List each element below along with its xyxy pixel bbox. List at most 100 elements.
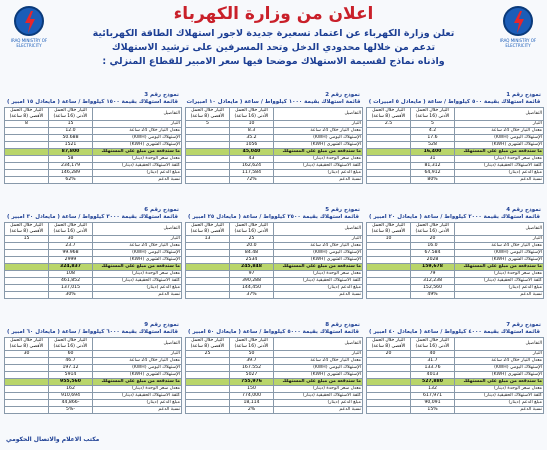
cell-value: 132 <box>410 385 455 393</box>
table-row: نسبة الدعم 30% <box>4 291 182 299</box>
cell-value: التيار خلال الحمل الأدنى (16 ساعة) <box>229 337 274 351</box>
cell-value <box>185 176 230 184</box>
row-label: مبلغ الدعم (دينار) <box>273 399 363 407</box>
cell-value: التيار خلال الحمل الأقصى (8 ساعة) <box>185 337 230 351</box>
cell-value: 146,289 <box>48 169 93 177</box>
cell-value <box>366 364 411 372</box>
row-label: ما ستدفعه من مبلغ على المستهلك <box>454 378 544 386</box>
cell-value <box>4 148 49 156</box>
table-row: نسبة الدعم 80% <box>366 176 544 184</box>
row-label: التفاصيل <box>92 107 182 121</box>
model-title: قائمة استهلاك بقيمة ٥٠٠ كيلوواط / ساعة (… <box>368 99 541 105</box>
model-panel: نموذج رقم 1 قائمة استهلاك بقيمة ٥٠٠ كيلوو… <box>366 91 544 201</box>
cell-value: 30 <box>48 235 93 243</box>
table-row: مبلغ الدعم (دينار) 117,584 <box>185 169 363 177</box>
model-table: التفاصيل التيار خلال الحمل الأدنى (16 ساع… <box>366 337 544 414</box>
table-row: ما ستدفعه من مبلغ على المستهلك 245,848 <box>185 263 363 271</box>
row-label: التيار <box>454 235 544 243</box>
cell-value: 245,848 <box>229 263 274 271</box>
row-label: كلفة الاستهلاك الحقيقية (دينار) <box>454 162 544 170</box>
cell-value: 324,837 <box>48 263 93 271</box>
row-label: كلفة الاستهلاك الحقيقية (دينار) <box>454 277 544 285</box>
row-label: التفاصيل <box>273 107 363 121</box>
cell-value <box>185 357 230 365</box>
table-row: الإستهلاك الشهري (KWH) 528 <box>366 141 544 149</box>
row-label: كلفة الاستهلاك الحقيقية (دينار) <box>273 277 363 285</box>
cell-value: 30% <box>48 291 93 299</box>
model-title: قائمة استهلاك بقيمة ٦٠٠٠ كيلوواط / ساعة … <box>7 329 178 335</box>
row-label: الإستهلاك الشهري (KWH) <box>454 371 544 379</box>
row-label: التفاصيل <box>273 222 363 236</box>
table-row: التيار 50 25 <box>185 350 363 358</box>
row-label: التيار <box>273 235 363 243</box>
logo-caption-right: IRAQ MINISTRY OF ELECTRICITY <box>499 38 537 48</box>
cell-value: التيار خلال الحمل الأقصى (8 ساعة) <box>4 337 49 351</box>
cell-value: 755,976 <box>229 378 274 386</box>
row-label: التيار <box>273 120 363 128</box>
table-row: الإستهلاك الشهري (KWH) 2999 <box>4 256 182 264</box>
row-label: الإستهلاك اليومي (KWH) <box>454 364 544 372</box>
cell-value: 16.0 <box>410 242 455 250</box>
model-panel: نموذج رقم 5 قائمة استهلاك بقيمة ٢٥٠٠ كيلو… <box>185 206 363 316</box>
table-row: الإستهلاك الشهري (KWH) 5027 <box>185 371 363 379</box>
cell-value <box>4 277 49 285</box>
cell-value <box>366 162 411 170</box>
table-row: التيار 10 5 <box>185 120 363 128</box>
row-label: نسبة الدعم <box>92 406 182 414</box>
cell-value: 2028 <box>410 256 455 264</box>
cell-value <box>185 291 230 299</box>
table-row: ما ستدفعه من مبلغ على المستهلك 87,800 <box>4 148 182 156</box>
lightning-bolt-icon <box>25 11 35 33</box>
cell-value <box>4 284 49 292</box>
table-row: كلفة الاستهلاك الحقيقية (دينار) 390,288 <box>185 277 363 285</box>
cell-value <box>4 256 49 264</box>
table-row: نسبة الدعم 15% <box>366 406 544 414</box>
table-row: التفاصيل التيار خلال الحمل الأدنى (16 ساع… <box>366 222 544 236</box>
cell-value: 20.0 <box>229 242 274 250</box>
table-row: الإستهلاك الشهري (KWH) 4013 <box>366 371 544 379</box>
table-row: التفاصيل التيار خلال الحمل الأدنى (16 ساع… <box>4 222 182 236</box>
cell-value: 90,091 <box>410 399 455 407</box>
row-label: نسبة الدعم <box>454 291 544 299</box>
row-label: معدل سعر الوحدة (دينار) <box>454 385 544 393</box>
cell-value <box>4 399 49 407</box>
cell-value: 5027 <box>229 371 274 379</box>
cell-value <box>4 162 49 170</box>
table-row: التفاصيل التيار خلال الحمل الأدنى (16 ساع… <box>185 337 363 351</box>
table-row: معدل سعر الوحدة (دينار) 132 <box>366 385 544 393</box>
cell-value: التيار خلال الحمل الأدنى (16 ساعة) <box>229 107 274 121</box>
table-row: كلفة الاستهلاك الحقيقية (دينار) 81,312 <box>366 162 544 170</box>
cell-value <box>185 249 230 257</box>
cell-value <box>185 364 230 372</box>
row-label: ما ستدفعه من مبلغ على المستهلك <box>273 263 363 271</box>
table-row: الإستهلاك الشهري (KWH) 1521 <box>4 141 182 149</box>
table-row: نسبة الدعم 2% <box>185 406 363 414</box>
table-row: معدل التيار خلال 24 ساعة 46.7 <box>4 357 182 365</box>
cell-value: 62% <box>48 176 93 184</box>
cell-value: التيار خلال الحمل الأقصى (8 ساعة) <box>185 222 230 236</box>
cell-value <box>4 134 49 142</box>
row-label: الإستهلاك الشهري (KWH) <box>273 141 363 149</box>
row-label: ما ستدفعه من مبلغ على المستهلك <box>454 148 544 156</box>
cell-value: 35.2 <box>229 134 274 142</box>
row-label: الإستهلاك اليومي (KWH) <box>454 134 544 142</box>
cell-value: التيار خلال الحمل الأدنى (16 ساعة) <box>410 337 455 351</box>
cell-value <box>185 378 230 386</box>
cell-value: التيار خلال الحمل الأقصى (8 ساعة) <box>366 222 411 236</box>
cell-value <box>4 371 49 379</box>
row-label: معدل سعر الوحدة (دينار) <box>92 270 182 278</box>
cell-value: 45,040 <box>229 148 274 156</box>
model-number: نموذج رقم 9 <box>144 322 179 328</box>
cell-value: 15% <box>410 406 455 414</box>
table-row: معدل سعر الوحدة (دينار) 108 <box>4 270 182 278</box>
model-panel: نموذج رقم 7 قائمة استهلاك بقيمة ٤٠٠٠ كيلو… <box>366 321 544 431</box>
cell-value <box>185 134 230 142</box>
row-label: التفاصيل <box>454 337 544 351</box>
row-label: الإستهلاك الشهري (KWH) <box>92 371 182 379</box>
row-label: ما ستدفعه من مبلغ على المستهلك <box>92 148 182 156</box>
table-row: نسبة الدعم 62% <box>4 176 182 184</box>
table-row: الإستهلاك اليومي (KWH) 197.12 <box>4 364 182 372</box>
cell-value <box>366 392 411 400</box>
cell-value: 197.12 <box>48 364 93 372</box>
cell-value: 25 <box>229 235 274 243</box>
